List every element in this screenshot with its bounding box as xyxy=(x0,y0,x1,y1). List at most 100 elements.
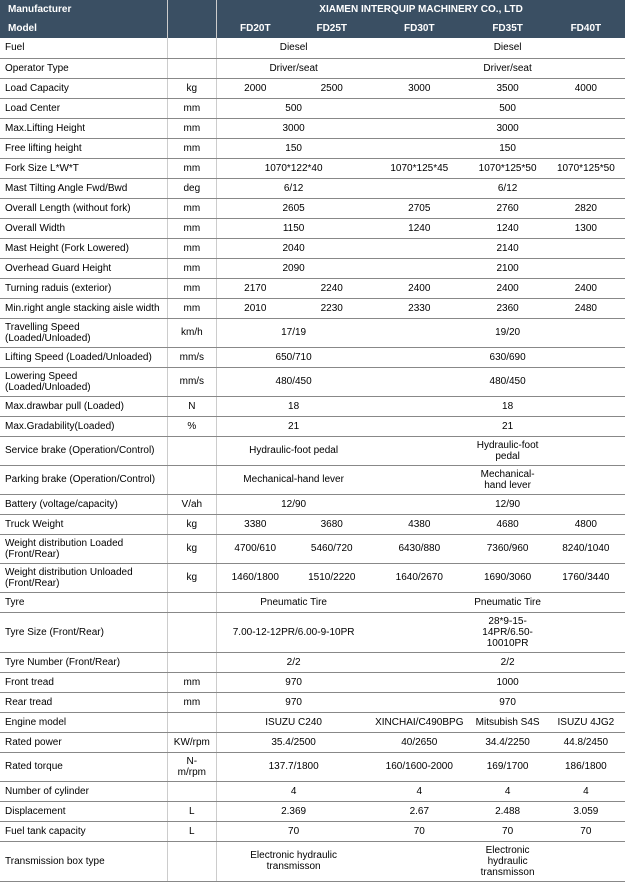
spec-unit: mm xyxy=(167,98,217,118)
spec-label: Max.drawbar pull (Loaded) xyxy=(0,396,167,416)
spec-unit xyxy=(167,58,217,78)
spec-value: 2140 xyxy=(468,238,546,258)
spec-value xyxy=(370,118,468,138)
spec-value xyxy=(370,841,468,881)
spec-table: Manufacturer XIAMEN INTERQUIP MACHINERY … xyxy=(0,0,625,882)
spec-row: Fork Size L*W*Tmm1070*122*401070*125*451… xyxy=(0,158,625,178)
spec-value xyxy=(547,494,625,514)
model-label: Model xyxy=(0,19,167,38)
spec-row: Weight distribution Loaded (Front/Rear)k… xyxy=(0,534,625,563)
spec-unit: kg xyxy=(167,534,217,563)
spec-value: 18 xyxy=(468,396,546,416)
spec-unit xyxy=(167,841,217,881)
spec-value: 28*9-15-14PR/6.50-10010PR xyxy=(468,612,546,652)
spec-unit: mm xyxy=(167,158,217,178)
model-col-0: FD20T xyxy=(217,19,294,38)
spec-value: Mitsubish S4S xyxy=(468,712,546,732)
spec-label: Overall Length (without fork) xyxy=(0,198,167,218)
spec-value: 34.4/2250 xyxy=(468,732,546,752)
spec-value: 970 xyxy=(217,672,370,692)
spec-value: 70 xyxy=(468,821,546,841)
spec-label: Fuel tank capacity xyxy=(0,821,167,841)
spec-unit: deg xyxy=(167,178,217,198)
spec-value: 4680 xyxy=(468,514,546,534)
spec-value: 3000 xyxy=(217,118,370,138)
spec-value: 21 xyxy=(468,416,546,436)
spec-value: 1300 xyxy=(547,218,625,238)
spec-label: Service brake (Operation/Control) xyxy=(0,436,167,465)
spec-unit: kg xyxy=(167,78,217,98)
spec-value: 2.369 xyxy=(217,801,370,821)
spec-value xyxy=(547,841,625,881)
spec-value: 44.8/2450 xyxy=(547,732,625,752)
spec-row: Travelling Speed (Loaded/Unloaded)km/h17… xyxy=(0,318,625,347)
manufacturer-label: Manufacturer xyxy=(0,0,167,19)
spec-label: Mast Tilting Angle Fwd/Bwd xyxy=(0,178,167,198)
spec-label: Rated power xyxy=(0,732,167,752)
spec-label: Rear tread xyxy=(0,692,167,712)
spec-label: Overall Width xyxy=(0,218,167,238)
spec-label: Lowering Speed (Loaded/Unloaded) xyxy=(0,367,167,396)
spec-value: 1240 xyxy=(370,218,468,238)
spec-value xyxy=(370,692,468,712)
spec-value: 4700/610 xyxy=(217,534,294,563)
spec-value: 650/710 xyxy=(217,347,370,367)
spec-value: Electronic hydraulic transmisson xyxy=(468,841,546,881)
spec-label: Tyre Number (Front/Rear) xyxy=(0,652,167,672)
spec-value xyxy=(547,367,625,396)
spec-value xyxy=(370,436,468,465)
spec-value xyxy=(547,416,625,436)
spec-unit xyxy=(167,465,217,494)
spec-value: Hydraulic-foot pedal xyxy=(217,436,370,465)
model-col-4: FD40T xyxy=(547,19,625,38)
spec-unit xyxy=(167,436,217,465)
spec-value: 630/690 xyxy=(468,347,546,367)
spec-value: 137.7/1800 xyxy=(217,752,370,781)
spec-label: Number of cylinder xyxy=(0,781,167,801)
spec-value xyxy=(370,58,468,78)
spec-value xyxy=(547,592,625,612)
spec-value xyxy=(547,672,625,692)
spec-unit xyxy=(167,592,217,612)
spec-value: 6/12 xyxy=(468,178,546,198)
spec-value xyxy=(547,692,625,712)
spec-value: 500 xyxy=(217,98,370,118)
spec-value: 3380 xyxy=(217,514,294,534)
spec-value: Pneumatic Tire xyxy=(217,592,370,612)
spec-value: 2400 xyxy=(370,278,468,298)
spec-unit: mm xyxy=(167,298,217,318)
spec-value: 4 xyxy=(547,781,625,801)
spec-unit: mm/s xyxy=(167,347,217,367)
spec-value: 4800 xyxy=(547,514,625,534)
spec-row: Overall Length (without fork)mm260527052… xyxy=(0,198,625,218)
spec-label: Load Capacity xyxy=(0,78,167,98)
spec-row: Load Centermm500500 xyxy=(0,98,625,118)
spec-value xyxy=(370,238,468,258)
spec-value: 2400 xyxy=(468,278,546,298)
spec-label: Operator Type xyxy=(0,58,167,78)
spec-unit: KW/rpm xyxy=(167,732,217,752)
spec-row: Free lifting heightmm150150 xyxy=(0,138,625,158)
spec-value: 7360/960 xyxy=(468,534,546,563)
spec-unit: mm/s xyxy=(167,367,217,396)
spec-row: Parking brake (Operation/Control)Mechani… xyxy=(0,465,625,494)
spec-value: 186/1800 xyxy=(547,752,625,781)
spec-value: 2400 xyxy=(547,278,625,298)
model-col-2: FD30T xyxy=(370,19,468,38)
empty-unit xyxy=(167,19,217,38)
spec-label: Max.Gradability(Loaded) xyxy=(0,416,167,436)
spec-label: Engine model xyxy=(0,712,167,732)
spec-value: 2010 xyxy=(217,298,294,318)
spec-value: 17/19 xyxy=(217,318,370,347)
spec-label: Tyre Size (Front/Rear) xyxy=(0,612,167,652)
spec-value: 21 xyxy=(217,416,370,436)
spec-value xyxy=(370,652,468,672)
spec-value xyxy=(370,672,468,692)
spec-value xyxy=(370,465,468,494)
spec-label: Free lifting height xyxy=(0,138,167,158)
spec-label: Weight distribution Unloaded (Front/Rear… xyxy=(0,563,167,592)
spec-value: 3500 xyxy=(468,78,546,98)
spec-value xyxy=(547,238,625,258)
spec-value xyxy=(370,178,468,198)
spec-value: Pneumatic Tire xyxy=(468,592,546,612)
